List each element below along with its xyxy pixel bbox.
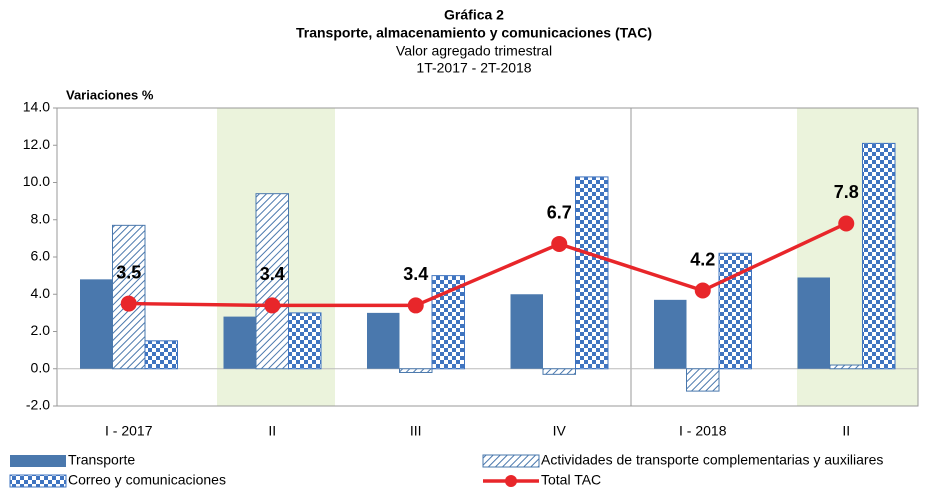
data-label: 3.5 <box>116 262 141 282</box>
line-marker <box>694 282 711 299</box>
bar <box>367 312 400 369</box>
x-tick-label: I - 2018 <box>679 423 727 439</box>
bar <box>542 368 576 375</box>
chart-subtitle: Valor agregado trimestral <box>396 43 552 59</box>
bar <box>829 364 863 370</box>
legend-label: Transporte <box>68 452 135 468</box>
legend-label: Actividades de transporte complementaria… <box>541 452 883 468</box>
legend-label: Correo y comunicaciones <box>68 472 226 488</box>
y-tick-label: 0.0 <box>31 359 51 375</box>
y-tick-label: -2.0 <box>26 397 50 413</box>
bar <box>654 299 687 369</box>
x-tick-label: II <box>842 423 850 439</box>
x-tick-label: II <box>268 423 276 439</box>
y-tick-label: 4.0 <box>31 285 51 301</box>
y-tick-label: 2.0 <box>31 322 51 338</box>
x-tick-label: IV <box>553 423 567 439</box>
bar <box>255 193 289 370</box>
bar <box>718 252 752 370</box>
data-label: 6.7 <box>547 203 572 223</box>
bar <box>288 312 322 370</box>
legend-swatch <box>9 474 67 488</box>
bar <box>144 340 178 370</box>
bar <box>399 368 433 373</box>
y-tick-label: 10.0 <box>23 173 50 189</box>
data-label: 3.4 <box>403 264 428 284</box>
y-tick-label: 14.0 <box>23 99 50 115</box>
bar <box>80 279 113 369</box>
bar <box>797 277 830 369</box>
x-tick-label: III <box>410 423 422 439</box>
bar <box>431 275 465 370</box>
data-label: 4.2 <box>690 249 715 269</box>
bar <box>575 176 609 370</box>
y-axis-label: Variaciones % <box>66 87 154 102</box>
data-label: 3.4 <box>260 264 285 284</box>
legend-swatch <box>505 475 517 487</box>
x-tick-label: I - 2017 <box>105 423 153 439</box>
chart-title: Gráfica 2 <box>444 7 504 23</box>
legend-label: Total TAC <box>541 472 601 488</box>
data-label: 7.8 <box>834 182 859 202</box>
bar <box>223 316 256 369</box>
plot-frame <box>56 107 919 407</box>
bar <box>862 142 896 370</box>
chart-subtitle: 1T-2017 - 2T-2018 <box>416 60 531 76</box>
legend-swatch <box>10 455 66 467</box>
line-marker <box>838 215 855 232</box>
legend-swatch <box>482 454 540 468</box>
line-marker <box>264 297 281 314</box>
chart-subtitle: Transporte, almacenamiento y comunicacio… <box>296 25 652 41</box>
line-marker <box>120 295 137 312</box>
y-tick-label: 8.0 <box>31 210 51 226</box>
line <box>128 221 847 308</box>
bar <box>510 294 543 369</box>
bar <box>686 368 720 392</box>
y-tick-label: 12.0 <box>23 136 50 152</box>
line-marker <box>407 297 424 314</box>
line-marker <box>551 235 568 252</box>
y-tick-label: 6.0 <box>31 248 51 264</box>
